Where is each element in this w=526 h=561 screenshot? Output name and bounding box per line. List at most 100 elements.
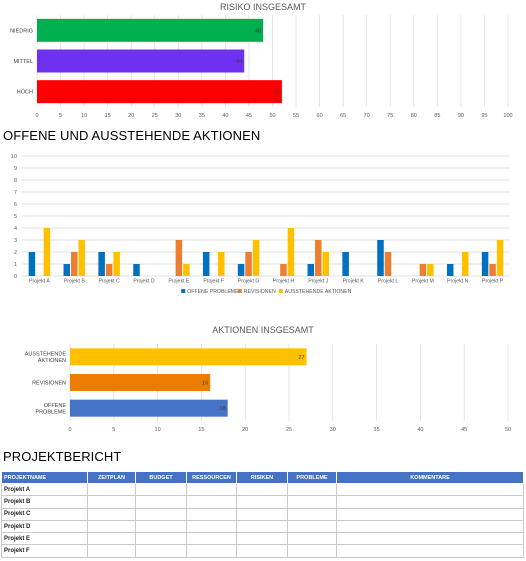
bar — [183, 264, 190, 276]
column-header-budget: BUDGET — [135, 471, 187, 484]
table-row: Projekt F — [1, 544, 524, 558]
bar — [43, 228, 51, 276]
budget-cell[interactable] — [135, 482, 187, 497]
bar — [133, 264, 140, 276]
bar — [78, 240, 86, 276]
x-tick-label: 0 — [68, 427, 71, 433]
budget-cell[interactable] — [135, 495, 187, 509]
category-label: HOCH — [17, 90, 33, 96]
x-tick-label: 85 — [434, 113, 440, 119]
risiken-cell[interactable] — [236, 519, 288, 534]
x-tick-label: Projekt C — [98, 279, 120, 285]
probleme-cell[interactable] — [287, 544, 337, 558]
table-row: Projekt E — [1, 532, 524, 546]
x-tick-label: Projekt E — [168, 279, 190, 285]
bar — [202, 252, 210, 276]
x-tick-label: 60 — [317, 113, 323, 119]
zeitplan-cell[interactable] — [87, 507, 136, 521]
total-actions-chart-title: AKTIONEN INSGESAMT — [212, 325, 314, 335]
kommentare-cell[interactable] — [336, 519, 524, 534]
kommentare-cell[interactable] — [336, 482, 524, 497]
ressourcen-cell[interactable] — [186, 544, 237, 558]
ressourcen-cell[interactable] — [186, 532, 237, 546]
x-tick-label: Projekt D — [133, 279, 155, 285]
x-tick-label: 20 — [128, 113, 134, 119]
x-tick-label: Projekt P — [482, 279, 504, 285]
bar — [280, 264, 287, 276]
bar — [315, 240, 322, 276]
category-label: PROBLEME — [35, 409, 66, 415]
probleme-cell[interactable] — [287, 482, 337, 497]
column-header-ressourcen: RESSOURCEN — [186, 471, 237, 484]
x-tick-label: 30 — [330, 427, 336, 433]
legend-swatch — [278, 289, 283, 293]
category-label: REVISIONEN — [32, 381, 66, 387]
probleme-cell[interactable] — [287, 519, 337, 534]
project-name-cell[interactable]: Projekt B — [1, 495, 88, 509]
bar — [63, 264, 71, 276]
data-label: 44 — [236, 59, 242, 65]
data-label: 52 — [274, 90, 280, 96]
risiken-cell[interactable] — [236, 482, 288, 497]
x-tick-label: Projekt L — [378, 279, 399, 285]
x-tick-label: Projekt K — [343, 279, 365, 285]
report-title: PROJEKTBERICHT — [3, 449, 122, 464]
risiken-cell[interactable] — [236, 507, 288, 521]
risiken-cell[interactable] — [236, 544, 288, 558]
actions-section-title: OFFENE UND AUSSTEHENDE AKTIONEN — [3, 128, 261, 143]
probleme-cell[interactable] — [287, 507, 337, 521]
y-tick-label: 10 — [11, 154, 17, 160]
x-tick-label: 10 — [155, 427, 161, 433]
project-name-cell[interactable]: Projekt F — [1, 544, 88, 558]
category-label: AKTIONEN — [38, 358, 66, 364]
x-tick-label: Projekt M — [412, 279, 434, 285]
kommentare-cell[interactable] — [336, 495, 524, 509]
table-row: Projekt A — [1, 482, 524, 497]
zeitplan-cell[interactable] — [87, 482, 136, 497]
project-name-cell[interactable]: Projekt D — [1, 519, 88, 534]
project-name-cell[interactable]: Projekt C — [1, 507, 88, 521]
ressourcen-cell[interactable] — [186, 495, 237, 509]
x-tick-label: Projekt F — [203, 279, 224, 285]
zeitplan-cell[interactable] — [87, 544, 136, 558]
x-tick-label: Projekt B — [64, 279, 86, 285]
probleme-cell[interactable] — [287, 532, 337, 546]
budget-cell[interactable] — [135, 519, 187, 534]
ressourcen-cell[interactable] — [186, 519, 237, 534]
bar — [175, 240, 183, 276]
kommentare-cell[interactable] — [336, 507, 524, 521]
budget-cell[interactable] — [135, 544, 187, 558]
x-tick-label: 45 — [246, 113, 252, 119]
x-tick-label: 0 — [35, 113, 38, 119]
kommentare-cell[interactable] — [336, 532, 524, 546]
kommentare-cell[interactable] — [336, 544, 524, 558]
y-tick-label: 8 — [14, 178, 17, 184]
bar — [28, 252, 36, 276]
risiken-cell[interactable] — [236, 532, 288, 546]
ressourcen-cell[interactable] — [186, 482, 237, 497]
risiken-cell[interactable] — [236, 495, 288, 509]
project-name-cell[interactable]: Projekt A — [1, 482, 88, 497]
y-tick-label: 1 — [14, 262, 17, 268]
budget-cell[interactable] — [135, 532, 187, 546]
probleme-cell[interactable] — [287, 495, 337, 509]
ressourcen-cell[interactable] — [186, 507, 237, 521]
bar — [37, 18, 264, 42]
bar — [71, 252, 78, 276]
y-tick-label: 7 — [14, 190, 17, 196]
x-tick-label: 5 — [59, 113, 62, 119]
x-tick-label: 35 — [199, 113, 205, 119]
zeitplan-cell[interactable] — [87, 495, 136, 509]
data-label: 48 — [255, 28, 261, 34]
x-tick-label: Projekt N — [447, 279, 469, 285]
budget-cell[interactable] — [135, 507, 187, 521]
table-row: Projekt C — [1, 507, 524, 521]
zeitplan-cell[interactable] — [87, 519, 136, 534]
bar — [377, 240, 384, 276]
bar — [427, 264, 434, 276]
project-name-cell[interactable]: Projekt E — [1, 532, 88, 546]
bar — [322, 252, 330, 276]
column-header-probleme: PROBLEME — [287, 471, 337, 484]
zeitplan-cell[interactable] — [87, 532, 136, 546]
column-header-risiken: RISIKEN — [236, 471, 288, 484]
